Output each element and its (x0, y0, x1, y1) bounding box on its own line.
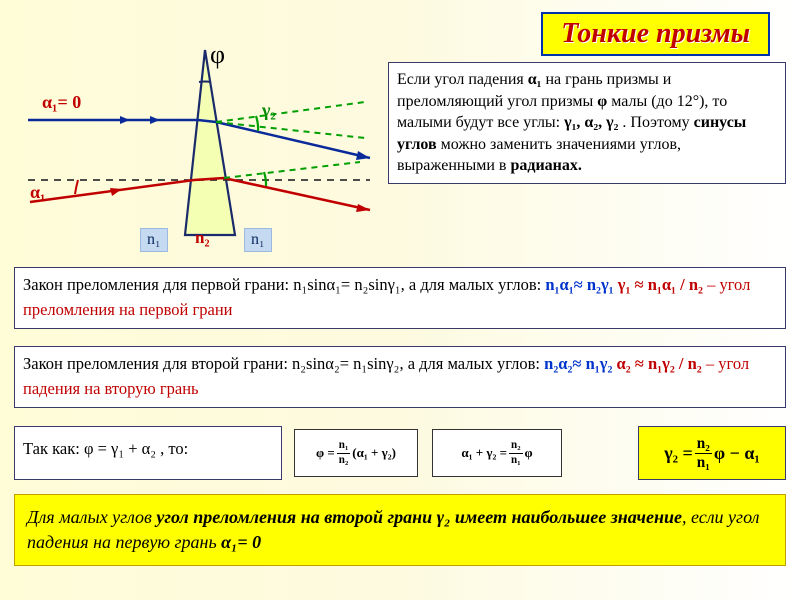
bottom-conclusion: Для малых углов угол преломления на втор… (14, 494, 786, 566)
fb-lhs: γ₂ = (664, 443, 693, 464)
title-text: Тонкие призмы (561, 18, 750, 49)
desc-t10: радианах. (510, 157, 581, 174)
alpha1-label: α₁ (30, 182, 45, 203)
law1-t2: n₁α₁≈ n₂γ₁ (545, 275, 613, 294)
conclusion-row: Так как: φ = γ₁ + α₂ , то: φ = n₁ n₂ (α₁… (14, 426, 786, 480)
desc-t2: α₁ (528, 71, 542, 88)
n1-label-left: n₁ (140, 228, 168, 252)
desc-t7: . Поэтому (618, 114, 693, 131)
f1-lhs: φ = (316, 445, 335, 461)
law2-t1: Закон преломления для второй грани: n₂si… (23, 354, 544, 373)
fb-num: n₂ (695, 436, 712, 453)
law2-t2: n₂α₂≈ n₁γ₂ (544, 354, 612, 373)
title-box: Тонкие призмы (541, 12, 770, 56)
fb-frac: n₂ n₁ (695, 436, 712, 470)
f2-num: n₂ (509, 440, 522, 453)
f2-frac: n₂ n₁ (509, 440, 522, 465)
bot-t2: угол преломления на второй грани γ₂ имее… (156, 507, 682, 527)
formula-phi: φ = n₁ n₂ (α₁ + γ₂) (294, 429, 418, 477)
f1-rhs: (α₁ + γ₂) (352, 445, 396, 461)
n1-label-right: n₁ (244, 228, 272, 252)
law2-t3: α₂ ≈ n₁γ₂ / n₂ (612, 354, 701, 373)
so-text: Так как: φ = γ₁ + α₂ , то: (23, 439, 188, 458)
desc-t4: φ (597, 93, 607, 110)
formula-gamma2: γ₂ = n₂ n₁ φ − α₁ (638, 426, 786, 480)
law1-t3: γ₁ ≈ n₁α₁ / n₂ (614, 275, 703, 294)
f1-den: n₂ (337, 454, 350, 466)
desc-t1: Если угол падения (397, 71, 528, 88)
f1-frac: n₁ n₂ (337, 440, 350, 465)
n2-label: n₂ (195, 228, 210, 248)
formula-sum: α₁ + γ₂ = n₂ n₁ φ (432, 429, 562, 477)
desc-t6: γ₁, α₂, γ₂ (564, 114, 618, 131)
law2-box: Закон преломления для второй грани: n₂si… (14, 346, 786, 408)
gamma2-label: γ₂ (262, 100, 276, 121)
f1-num: n₁ (337, 440, 350, 453)
prism-diagram (10, 10, 380, 260)
f2-rhs: φ (525, 445, 533, 461)
description-box: Если угол падения α₁ на грань призмы и п… (388, 62, 786, 184)
f2-den: n₁ (509, 454, 522, 466)
so-box: Так как: φ = γ₁ + α₂ , то: (14, 426, 282, 480)
fb-den: n₁ (695, 454, 712, 470)
bot-t4: α₁= 0 (221, 532, 261, 552)
fb-rhs: φ − α₁ (714, 443, 760, 464)
f2-lhs: α₁ + γ₂ = (461, 445, 507, 461)
bot-t1: Для малых углов (27, 507, 156, 527)
law1-t1: Закон преломления для первой грани: n₁si… (23, 275, 545, 294)
phi-label: φ (210, 40, 225, 70)
law1-box: Закон преломления для первой грани: n₁si… (14, 267, 786, 329)
alpha1-zero-label: α₁= 0 (42, 92, 81, 113)
